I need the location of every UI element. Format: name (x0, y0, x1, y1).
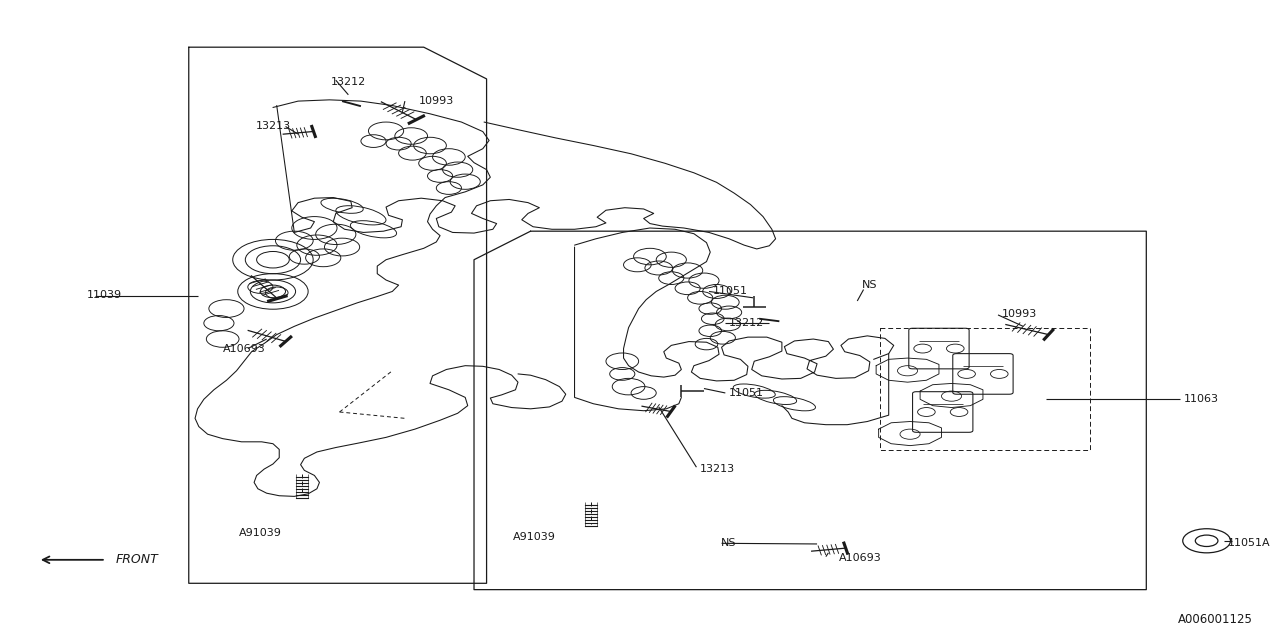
Text: 10993: 10993 (1002, 308, 1037, 319)
Text: FRONT: FRONT (116, 554, 159, 566)
Text: A006001125: A006001125 (1178, 613, 1253, 626)
Text: NS: NS (863, 280, 878, 290)
Text: A10693: A10693 (223, 344, 265, 353)
Text: 11051A: 11051A (1228, 538, 1271, 548)
Text: A91039: A91039 (513, 532, 556, 542)
Text: A91039: A91039 (239, 527, 282, 538)
Text: 13213: 13213 (256, 122, 291, 131)
Text: NS: NS (722, 538, 737, 548)
Text: 13212: 13212 (330, 77, 366, 87)
Text: 13212: 13212 (730, 318, 764, 328)
Text: 11063: 11063 (1184, 394, 1219, 404)
Text: 11051: 11051 (713, 287, 748, 296)
Text: 13213: 13213 (700, 464, 735, 474)
Text: 11051: 11051 (730, 388, 764, 398)
Text: A10693: A10693 (838, 553, 881, 563)
Text: 10993: 10993 (419, 96, 454, 106)
Text: 11039: 11039 (87, 290, 122, 300)
